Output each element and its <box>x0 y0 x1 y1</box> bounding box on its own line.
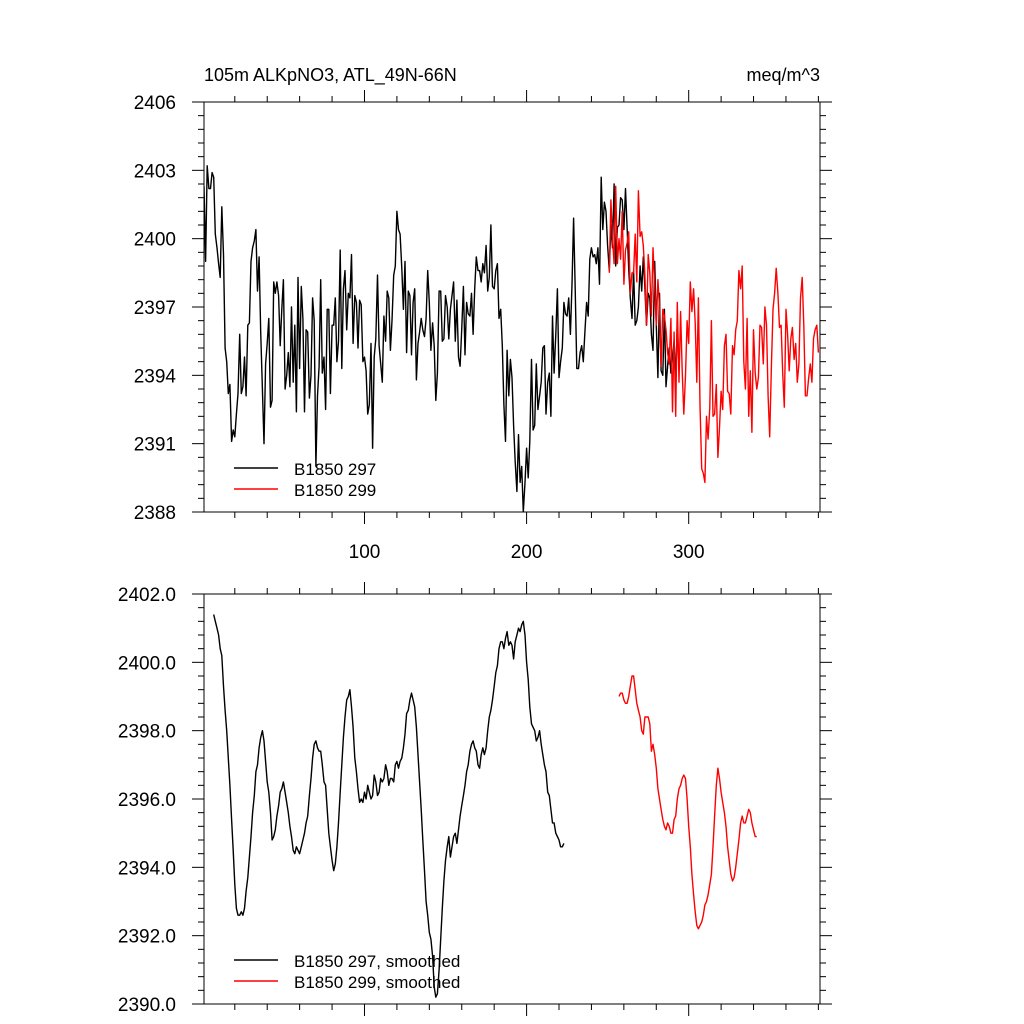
bottom-ytick-label: 2390.0 <box>118 995 176 1016</box>
top-legend-label-2: B1850 299 <box>294 481 376 500</box>
top-ytick-label: 2388 <box>134 503 176 524</box>
bottom-legend-label-1: B1850 297, smoothed <box>294 952 460 971</box>
bottom-ytick-label: 2400.0 <box>118 653 176 674</box>
top-ytick-label: 2394 <box>134 366 177 387</box>
top-xtick-label: 100 <box>349 542 381 563</box>
top-series-line-2 <box>608 185 820 484</box>
bottom-plot-frame <box>203 593 821 1005</box>
top-panel: 105m ALKpNO3, ATL_49N-66N meq/m^3 2388 23… <box>134 65 832 563</box>
bottom-panel: 2390.0 2392.0 2394.0 2396.0 2398.0 2400.0 2402… <box>118 582 832 1016</box>
bottom-legend-label-2: B1850 299, smoothed <box>294 973 460 992</box>
top-xtick-label: 300 <box>673 542 705 563</box>
top-xtick-label: 200 <box>511 542 543 563</box>
bottom-ytick-label: 2402.0 <box>118 585 176 606</box>
top-ytick-label: 2400 <box>134 230 176 251</box>
top-ytick-label: 2406 <box>134 93 176 114</box>
top-title-right: meq/m^3 <box>747 65 820 85</box>
bottom-ytick-label: 2394.0 <box>118 858 176 879</box>
bottom-series-line-2 <box>618 675 757 930</box>
top-plot-frame <box>203 101 821 513</box>
top-legend-label-1: B1850 297 <box>294 460 376 479</box>
top-ytick-label: 2391 <box>134 435 176 456</box>
top-series-line-1 <box>204 165 680 512</box>
bottom-ytick-label: 2392.0 <box>118 927 176 948</box>
bottom-ytick-label: 2398.0 <box>118 722 176 743</box>
bottom-series-line-1 <box>213 614 565 998</box>
top-ytick-label: 2403 <box>134 161 176 182</box>
bottom-ytick-label: 2396.0 <box>118 790 176 811</box>
top-ytick-label: 2397 <box>134 298 176 319</box>
top-title-left: 105m ALKpNO3, ATL_49N-66N <box>204 65 457 86</box>
